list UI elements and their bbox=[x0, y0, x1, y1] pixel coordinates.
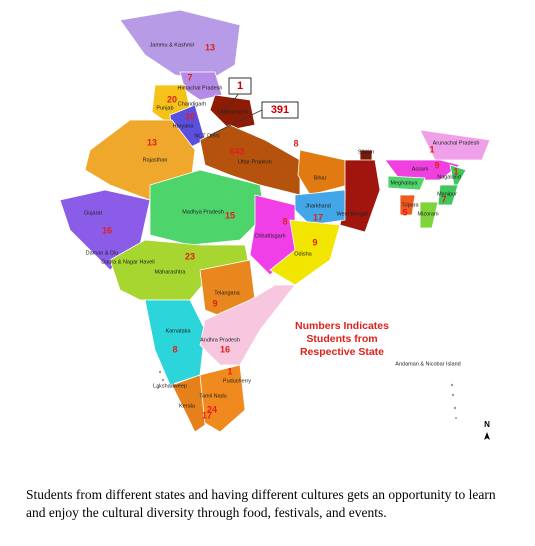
state-shape bbox=[144, 299, 206, 386]
state-shape bbox=[297, 149, 349, 196]
state-shape bbox=[119, 9, 241, 81]
callout-lines bbox=[209, 91, 263, 136]
student-count: 9 bbox=[312, 237, 317, 247]
state-name: Nagaland bbox=[437, 174, 461, 180]
state-name: Meghalaya bbox=[391, 180, 419, 186]
state-name: Daman & Diu bbox=[86, 250, 119, 256]
state-name: Himachal Pradesh bbox=[178, 85, 223, 91]
student-count: 1 bbox=[453, 166, 458, 176]
callout-count: 391 bbox=[271, 104, 289, 116]
student-count: 1 bbox=[429, 144, 434, 154]
student-count: 7 bbox=[187, 72, 192, 82]
student-count: 17 bbox=[313, 212, 323, 222]
north-arrow: N bbox=[484, 420, 490, 429]
student-count: 23 bbox=[185, 251, 195, 261]
student-count: 643 bbox=[229, 146, 244, 156]
state-name: Odisha bbox=[294, 251, 312, 257]
legend-text: Students from bbox=[306, 333, 377, 345]
student-count: 8 bbox=[282, 216, 287, 226]
student-count: 17 bbox=[202, 410, 212, 420]
state-name: Assam bbox=[412, 166, 429, 172]
state-name: Arunachal Pradesh bbox=[433, 140, 480, 146]
student-count: 15 bbox=[225, 210, 235, 220]
student-count: 13 bbox=[205, 42, 215, 52]
islands bbox=[157, 370, 457, 419]
student-count: 9 bbox=[434, 160, 439, 170]
state-name: Chandigarh bbox=[178, 101, 206, 107]
state-shape bbox=[399, 194, 416, 216]
student-count: 16 bbox=[220, 344, 230, 354]
state-name: Jharkhand bbox=[305, 203, 331, 209]
legend-text: Numbers Indicates bbox=[295, 320, 389, 332]
state-shapes bbox=[59, 9, 491, 433]
state-name: Kerala bbox=[179, 403, 196, 409]
state-shape bbox=[387, 175, 426, 191]
state-shape bbox=[339, 159, 381, 233]
north-arrow-icon bbox=[484, 432, 490, 440]
state-name: Dadra & Nagar Haveli bbox=[101, 259, 155, 265]
state-name: Telangana bbox=[214, 290, 240, 296]
state-name: Haryana bbox=[173, 123, 195, 129]
student-count: 13 bbox=[147, 137, 157, 147]
state-name: Bihar bbox=[314, 175, 327, 181]
state-name: Tripura bbox=[401, 202, 419, 208]
callout-box bbox=[261, 101, 299, 119]
state-shape bbox=[171, 374, 206, 433]
student-count: 16 bbox=[102, 225, 112, 235]
student-count: 9 bbox=[212, 298, 217, 308]
state-name: Chhattisgarh bbox=[254, 233, 285, 239]
state-shape bbox=[199, 284, 296, 366]
state-name: Punjab bbox=[156, 105, 173, 111]
map: N Jammu & Kashmir 13 Himachal Pradesh 7 Punj… bbox=[59, 9, 491, 440]
caption: Students from different states and havin… bbox=[26, 487, 496, 520]
student-count: 8 bbox=[172, 344, 177, 354]
state-name: Gujarat bbox=[84, 210, 103, 216]
state-name: Maharashtra bbox=[155, 269, 187, 275]
state-name: Jammu & Kashmir bbox=[150, 42, 195, 48]
state-name: Andaman & Nicobar Island bbox=[395, 361, 460, 367]
state-name: Madhya Pradesh bbox=[182, 209, 224, 215]
state-name: NCT Delhi bbox=[194, 133, 219, 139]
state-shape bbox=[419, 129, 491, 161]
state-name: West Bengal bbox=[336, 211, 367, 217]
student-count: 10 bbox=[185, 111, 195, 121]
state-shape bbox=[419, 201, 439, 229]
student-count: 8 bbox=[293, 138, 298, 148]
state-name: Manipur bbox=[437, 191, 457, 197]
legend-text: Respective State bbox=[300, 346, 384, 358]
state-shape bbox=[437, 184, 459, 206]
state-shape bbox=[209, 94, 256, 131]
state-name: Uttar Pradesh bbox=[238, 159, 272, 165]
student-count: 24 bbox=[207, 404, 217, 414]
state-name: Mizoram bbox=[417, 211, 439, 217]
state-name: Lakshadweep bbox=[153, 383, 187, 389]
student-count: 20 bbox=[167, 94, 177, 104]
callout-box bbox=[228, 77, 252, 95]
state-name: Puducherry bbox=[223, 378, 251, 384]
state-name: Rajasthan bbox=[143, 157, 168, 163]
state-name: Sikkim bbox=[358, 149, 375, 155]
state-shape bbox=[449, 164, 467, 192]
student-count: 5 bbox=[402, 207, 407, 217]
state-name: Andhra Pradesh bbox=[200, 337, 240, 343]
state-name: Uttarakhand bbox=[218, 109, 248, 115]
student-count: 7 bbox=[441, 194, 446, 204]
student-count: 1 bbox=[227, 366, 232, 376]
state-shape bbox=[149, 169, 266, 246]
state-shape bbox=[249, 194, 296, 276]
state-name: Tamil Nadu bbox=[199, 393, 227, 399]
state-name: Karnataka bbox=[165, 328, 191, 334]
callout-count: 1 bbox=[237, 80, 243, 92]
